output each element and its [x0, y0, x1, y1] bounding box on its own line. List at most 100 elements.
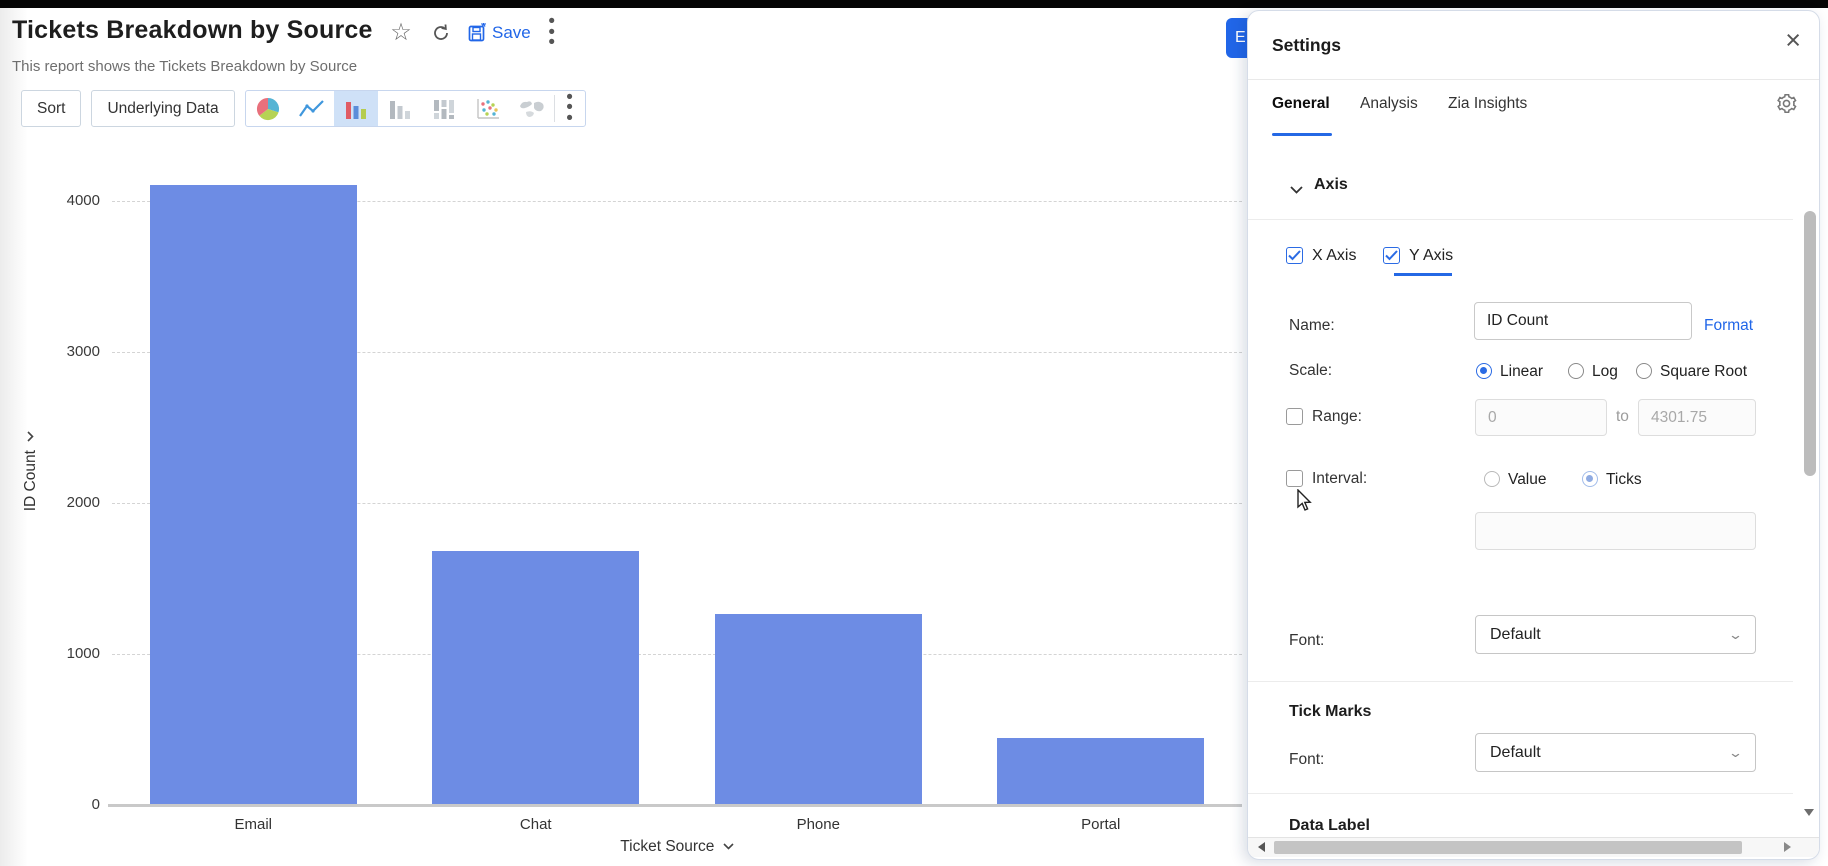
format-link[interactable]: Format — [1704, 317, 1754, 334]
chevron-down-icon — [27, 431, 35, 442]
scale-log-label[interactable]: Log — [1592, 363, 1618, 380]
y-axis-active-underline — [1394, 273, 1452, 276]
y-axis-title: ID Count — [22, 450, 39, 512]
x-axis-title-dropdown[interactable]: Ticket Source — [557, 838, 797, 856]
scroll-right-arrow-icon[interactable] — [1784, 842, 1791, 852]
refresh-icon[interactable] — [428, 20, 454, 46]
tab-analysis[interactable]: Analysis — [1360, 95, 1418, 112]
sort-button[interactable]: Sort — [21, 90, 82, 127]
scale-square-root-label[interactable]: Square Root — [1660, 363, 1748, 380]
gridline — [112, 351, 1242, 353]
gridline — [112, 200, 1242, 202]
more-options-icon[interactable]: • • • — [548, 11, 556, 54]
interval-ticks-label[interactable]: Ticks — [1606, 471, 1642, 488]
y-axis-checkbox[interactable] — [1383, 247, 1400, 264]
save-icon: * — [468, 23, 487, 42]
interval-value-radio[interactable] — [1484, 471, 1500, 487]
favorite-star-icon[interactable]: ☆ — [390, 19, 412, 46]
scale-label: Scale: — [1289, 362, 1333, 379]
butterfly-bar-icon[interactable] — [422, 91, 466, 126]
bar-email[interactable] — [149, 185, 357, 804]
chart-type-switcher: • • • — [244, 86, 586, 129]
tab-general[interactable]: General — [1272, 95, 1330, 112]
axis-font-value: Default — [1490, 625, 1541, 643]
line-chart-icon[interactable] — [290, 91, 334, 126]
settings-title: Settings — [1272, 35, 1342, 55]
svg-text:*: * — [481, 23, 487, 34]
range-checkbox[interactable] — [1286, 408, 1303, 425]
scroll-left-arrow-icon[interactable] — [1258, 842, 1265, 852]
divider — [1248, 793, 1793, 794]
scale-linear-label[interactable]: Linear — [1500, 363, 1544, 380]
interval-checkbox[interactable] — [1286, 470, 1303, 487]
interval-value-input[interactable] — [1475, 512, 1756, 550]
scale-square-root-radio[interactable] — [1636, 363, 1652, 379]
name-label: Name: — [1289, 317, 1335, 334]
save-button[interactable]: * Save — [468, 23, 531, 43]
x-axis-checkbox[interactable] — [1286, 247, 1303, 264]
y-tick-label: 1000 — [66, 644, 100, 662]
data-label-heading: Data Label — [1289, 817, 1370, 834]
axis-font-label: Font: — [1289, 632, 1325, 649]
divider — [1248, 681, 1793, 682]
scatter-plot-icon[interactable] — [466, 91, 510, 126]
x-category-label: Phone — [796, 816, 840, 833]
tick-font-dropdown[interactable]: Default ⌄ — [1475, 733, 1756, 772]
range-label: Range: — [1312, 408, 1362, 425]
mouse-cursor — [1294, 488, 1316, 518]
axis-section-heading: Axis — [1314, 176, 1348, 193]
tick-font-label: Font: — [1289, 751, 1325, 768]
scale-log-radio[interactable] — [1568, 363, 1584, 379]
header-divider — [1248, 79, 1819, 80]
chevron-down-icon — [723, 843, 734, 851]
page-title: Tickets Breakdown by Source — [12, 16, 373, 44]
chart-toolbar: Sort Underlying Data • • • — [21, 86, 586, 129]
y-tick-label: 4000 — [66, 191, 100, 209]
horizontal-scrollbar-thumb[interactable] — [1274, 841, 1742, 854]
scroll-down-arrow-icon[interactable] — [1804, 809, 1814, 816]
left-edge-shade — [0, 8, 28, 866]
y-axis-tab[interactable]: Y Axis — [1409, 247, 1454, 264]
bar-portal[interactable] — [997, 737, 1205, 804]
horizontal-scrollbar[interactable] — [1248, 837, 1819, 857]
interval-label: Interval: — [1312, 470, 1368, 487]
chevron-down-icon: ⌄ — [1727, 744, 1744, 760]
gridline — [112, 502, 1242, 504]
pie-chart-icon[interactable] — [246, 91, 290, 126]
interval-value-label[interactable]: Value — [1508, 471, 1547, 488]
x-category-label: Portal — [1081, 816, 1121, 833]
axis-font-dropdown[interactable]: Default ⌄ — [1475, 615, 1756, 654]
x-axis-line — [108, 804, 1242, 807]
y-axis-title-dropdown[interactable]: ID Count — [22, 406, 40, 536]
x-axis-tab[interactable]: X Axis — [1312, 247, 1357, 264]
divider — [1248, 219, 1793, 220]
x-axis-title: Ticket Source — [620, 838, 715, 855]
range-to-word: to — [1616, 408, 1629, 425]
range-to-input[interactable]: 4301.75 — [1638, 399, 1756, 436]
collapse-chevron-icon[interactable] — [1290, 181, 1303, 199]
chevron-down-icon: ⌄ — [1727, 626, 1744, 642]
x-category-label: Email — [234, 816, 272, 833]
tab-zia-insights[interactable]: Zia Insights — [1448, 95, 1528, 112]
save-label: Save — [492, 23, 531, 42]
map-chart-icon[interactable] — [510, 91, 554, 126]
more-chart-types-icon[interactable]: • • • — [566, 86, 573, 129]
bar-phone[interactable] — [714, 613, 922, 804]
x-category-label: Chat — [519, 816, 552, 833]
bar-chart-icon[interactable] — [333, 91, 378, 126]
axis-name-input[interactable]: ID Count — [1474, 302, 1692, 340]
stacked-bar-icon[interactable] — [378, 91, 422, 126]
bar-chat[interactable] — [432, 551, 640, 804]
underlying-data-button[interactable]: Underlying Data — [91, 90, 235, 127]
interval-ticks-radio[interactable] — [1582, 471, 1598, 487]
y-tick-label: 2000 — [66, 493, 100, 511]
scale-linear-radio[interactable] — [1476, 363, 1492, 379]
range-from-input[interactable]: 0 — [1475, 399, 1607, 436]
tick-font-value: Default — [1490, 743, 1541, 761]
gear-icon[interactable] — [1776, 93, 1797, 119]
gridline — [112, 653, 1242, 655]
close-icon[interactable]: × — [1785, 25, 1801, 55]
vertical-scrollbar-thumb[interactable] — [1804, 211, 1816, 476]
